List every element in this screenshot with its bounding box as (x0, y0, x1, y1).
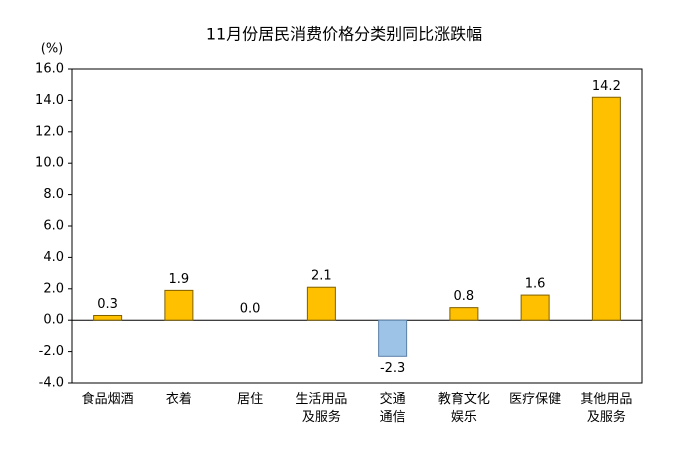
y-tick-label: 4.0 (43, 250, 64, 265)
y-tick-label: -4.0 (39, 376, 64, 391)
bar (164, 289, 194, 321)
value-label: 2.1 (311, 269, 332, 284)
x-tick-label: 衣着 (165, 392, 192, 407)
value-label: 1.6 (525, 277, 546, 292)
value-label: 0.0 (240, 302, 261, 317)
y-tick-label: 12.0 (35, 124, 64, 139)
y-tick-label: 16.0 (35, 62, 64, 77)
x-tick-label: 教育文化 娱乐 (437, 392, 490, 425)
bar (93, 314, 123, 321)
x-tick-label: 生活用品 及服务 (295, 392, 348, 425)
x-tick-label: 医疗保健 (509, 392, 562, 407)
y-tick-label: 2.0 (43, 281, 64, 296)
y-unit: (%) (41, 42, 64, 57)
y-tick-label: -2.0 (39, 344, 64, 359)
y-tick-label: 0.0 (43, 313, 64, 328)
x-tick-label: 食品烟酒 (81, 392, 134, 407)
y-tick-label: 10.0 (35, 156, 64, 171)
x-tick-label: 交通 通信 (379, 392, 406, 425)
plot-area (71, 68, 643, 384)
bar (591, 96, 621, 321)
bar (520, 294, 550, 321)
value-label: 1.9 (169, 272, 190, 287)
bar (449, 307, 479, 321)
value-label: -2.3 (380, 361, 405, 376)
bar (378, 319, 408, 357)
y-tick-label: 6.0 (43, 219, 64, 234)
value-label: 0.3 (97, 297, 118, 312)
value-label: 0.8 (454, 289, 475, 304)
x-tick-label: 其他用品 及服务 (580, 392, 633, 425)
value-label: 14.2 (592, 79, 621, 94)
y-tick-label: 14.0 (35, 93, 64, 108)
bar (306, 286, 336, 321)
x-tick-label: 居住 (237, 392, 264, 407)
y-tick-label: 8.0 (43, 187, 64, 202)
chart-title: 11月份居民消费价格分类别同比涨跌幅 (206, 25, 482, 44)
